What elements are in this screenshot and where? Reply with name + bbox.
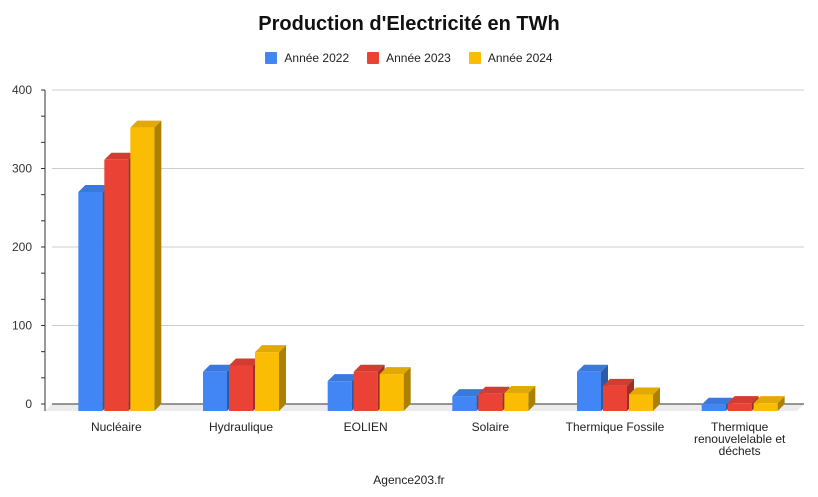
bar-front xyxy=(353,371,378,411)
bar-0-2 xyxy=(130,120,162,412)
bar-top xyxy=(478,386,510,394)
bar-side xyxy=(777,396,785,411)
bar-front xyxy=(78,191,103,411)
bar-front xyxy=(104,159,129,411)
x-tick-label: EOLIEN xyxy=(344,420,388,434)
legend-label-2024: Année 2024 xyxy=(487,51,553,65)
chart-title: Production d'Electricité en TWh xyxy=(258,13,560,35)
bar-front xyxy=(727,403,752,411)
bar-top xyxy=(130,120,162,128)
bar-top xyxy=(203,364,234,372)
bar-top xyxy=(577,364,608,372)
x-tick-label: Thermique Fossile xyxy=(566,420,665,434)
y-tick-label: 0 xyxy=(25,397,32,411)
legend-swatch-2023 xyxy=(367,52,380,64)
y-tick-label: 400 xyxy=(12,83,32,97)
bar-front xyxy=(327,381,352,411)
y-tick-label: 200 xyxy=(12,240,32,254)
source-label: Agence203.fr xyxy=(373,473,445,487)
bar-front xyxy=(577,371,601,411)
bar-top xyxy=(452,389,484,397)
bar-side xyxy=(154,120,162,412)
bar-top xyxy=(701,397,733,405)
bar-side xyxy=(653,387,660,411)
bar-front xyxy=(229,365,253,411)
bar-top xyxy=(603,378,634,386)
y-tick-label: 300 xyxy=(12,162,32,176)
bar-top xyxy=(104,152,136,160)
bar-top xyxy=(255,345,286,353)
x-tick-label: Solaire xyxy=(472,420,510,434)
bar-top xyxy=(353,364,385,372)
bar-front xyxy=(478,393,503,411)
legend-item-2024: Année 2024 xyxy=(468,51,553,65)
bar-front xyxy=(203,371,227,411)
bar-side xyxy=(403,367,411,411)
legend-item-2023: Année 2023 xyxy=(367,51,451,65)
bar-front xyxy=(255,352,279,411)
bar-top xyxy=(327,374,359,382)
bar-top xyxy=(753,396,785,404)
bar-5-2 xyxy=(753,396,785,411)
bar-2-2 xyxy=(379,367,411,411)
legend: Année 2022 Année 2023 Année 2024 xyxy=(0,51,818,65)
x-tick-label: Nucléaire xyxy=(91,420,142,434)
bar-4-2 xyxy=(629,387,660,411)
bar-1-2 xyxy=(255,345,286,411)
bar-top xyxy=(78,184,110,192)
bar-3-2 xyxy=(504,385,536,411)
bar-front xyxy=(603,385,627,411)
bar-top xyxy=(379,367,411,375)
bar-side xyxy=(528,385,536,411)
legend-label-2023: Année 2023 xyxy=(386,51,451,65)
bar-top xyxy=(727,396,759,404)
legend-swatch-2024 xyxy=(468,52,481,64)
bar-front xyxy=(379,374,404,411)
x-tick-label: Hydraulique xyxy=(209,420,273,434)
bar-front xyxy=(130,127,155,412)
bar-front xyxy=(701,404,726,411)
bar-side xyxy=(279,345,286,411)
legend-label-2022: Année 2022 xyxy=(284,51,350,65)
legend-item-2022: Année 2022 xyxy=(265,51,349,65)
y-tick-label: 100 xyxy=(12,319,32,333)
bar-front xyxy=(753,403,778,411)
bar-top xyxy=(229,358,260,366)
bar-front xyxy=(504,392,529,411)
bar-top xyxy=(629,387,660,395)
bar-front xyxy=(452,396,477,411)
bar-front xyxy=(629,394,653,411)
bar-top xyxy=(504,385,536,393)
x-tick-label: Thermique renouvelelable et déchets xyxy=(694,420,786,458)
legend-swatch-2022 xyxy=(265,52,278,64)
